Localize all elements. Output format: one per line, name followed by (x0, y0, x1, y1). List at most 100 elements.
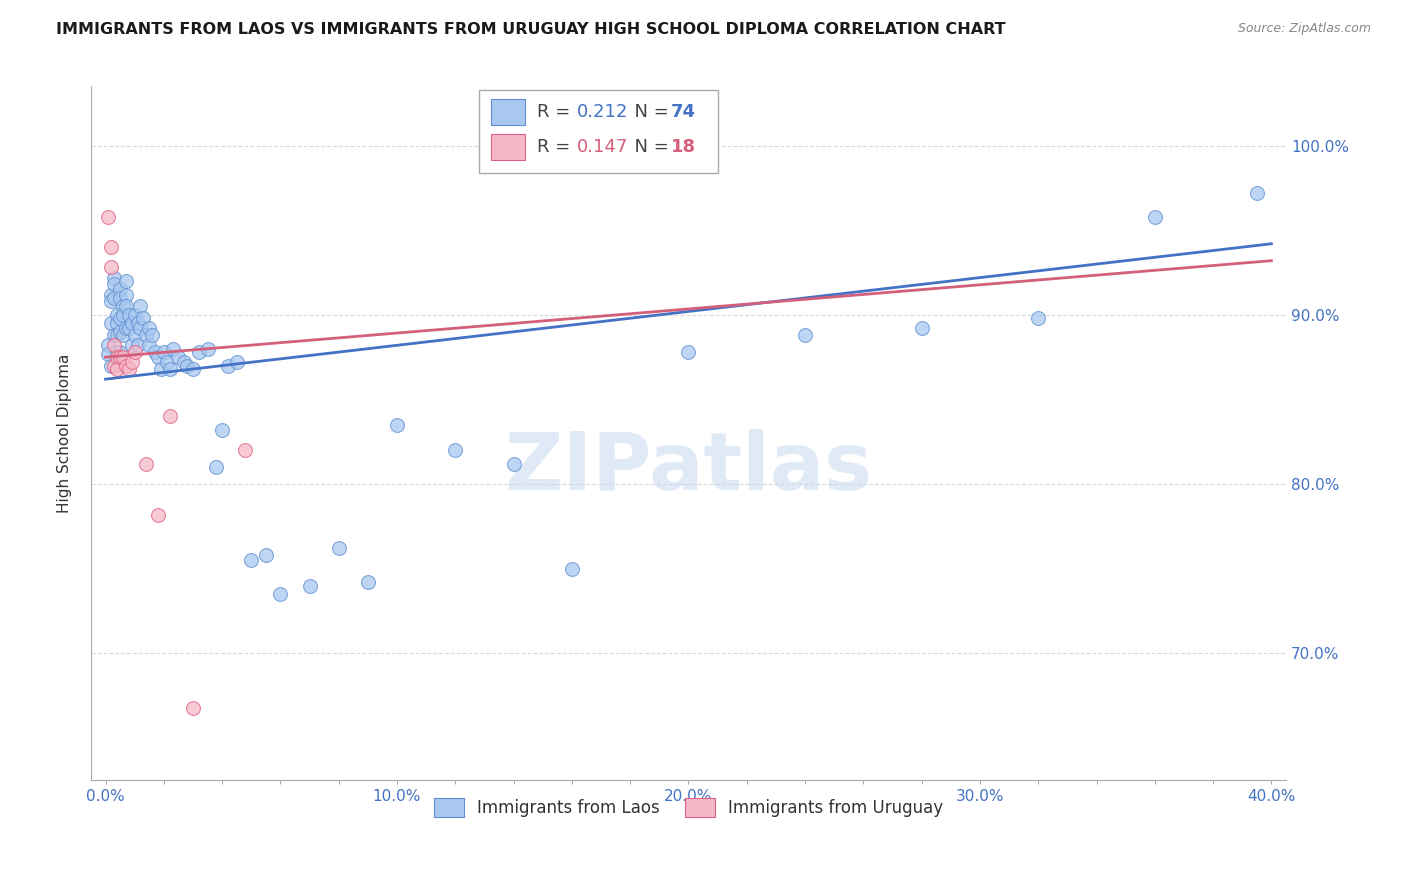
Point (235, 443, 257, 458)
Point (240, 553, 263, 567)
Point (103, 270, 125, 285)
Point (162, 342, 184, 356)
Point (118, 308, 141, 322)
Point (108, 291, 131, 305)
Point (118, 362, 141, 376)
Point (103, 328, 125, 343)
Text: ZIPatlas: ZIPatlas (505, 429, 873, 507)
Point (115, 321, 138, 335)
Point (129, 299, 152, 313)
Point (225, 355, 247, 369)
Point (156, 355, 179, 369)
Point (100, 240, 122, 254)
Point (269, 587, 291, 601)
Point (187, 345, 209, 359)
Point (108, 311, 131, 326)
Point (138, 338, 160, 352)
Point (173, 355, 195, 369)
Point (197, 342, 219, 356)
Point (111, 308, 134, 322)
Point (176, 359, 198, 373)
Point (138, 321, 160, 335)
Point (561, 562, 583, 576)
Point (124, 328, 146, 343)
Point (115, 299, 138, 313)
FancyBboxPatch shape (479, 90, 718, 173)
Point (678, 345, 700, 359)
Point (118, 321, 141, 335)
Point (328, 541, 350, 556)
Point (121, 355, 143, 369)
Point (108, 345, 131, 359)
Point (100, 359, 122, 373)
Point (100, 260, 122, 275)
Point (141, 328, 163, 343)
Point (105, 308, 128, 322)
Point (502, 457, 524, 471)
Text: N =: N = (623, 103, 675, 121)
Point (127, 316, 149, 330)
Point (129, 321, 152, 335)
Point (111, 350, 134, 364)
Point (135, 457, 157, 471)
Point (205, 460, 228, 475)
FancyBboxPatch shape (491, 134, 524, 160)
Point (115, 359, 138, 373)
Point (1143, 210, 1166, 224)
Point (143, 345, 166, 359)
Point (444, 443, 467, 458)
Point (105, 316, 128, 330)
Point (121, 338, 143, 352)
Point (1246, 186, 1268, 200)
Point (121, 316, 143, 330)
Point (146, 508, 169, 522)
Point (167, 350, 190, 364)
Point (124, 345, 146, 359)
Point (357, 575, 380, 590)
Point (105, 350, 128, 364)
Point (105, 328, 128, 343)
Point (100, 294, 122, 309)
Point (105, 345, 128, 359)
Text: Source: ZipAtlas.com: Source: ZipAtlas.com (1237, 22, 1371, 36)
Point (105, 362, 128, 376)
Point (149, 362, 172, 376)
Point (111, 328, 134, 343)
Point (103, 291, 125, 305)
Point (181, 700, 204, 714)
Text: 74: 74 (671, 103, 696, 121)
Point (103, 277, 125, 292)
Text: N =: N = (623, 137, 675, 156)
Text: R =: R = (537, 137, 575, 156)
FancyBboxPatch shape (491, 99, 524, 125)
Point (111, 299, 134, 313)
Point (132, 311, 155, 326)
Point (217, 359, 239, 373)
Point (103, 338, 125, 352)
Point (103, 359, 125, 373)
Point (97, 210, 120, 224)
Point (181, 362, 204, 376)
Point (159, 362, 181, 376)
Text: IMMIGRANTS FROM LAOS VS IMMIGRANTS FROM URUGUAY HIGH SCHOOL DIPLOMA CORRELATION : IMMIGRANTS FROM LAOS VS IMMIGRANTS FROM … (56, 22, 1005, 37)
Point (298, 579, 321, 593)
Point (135, 328, 157, 343)
Text: 18: 18 (671, 137, 696, 156)
Legend: Immigrants from Laos, Immigrants from Uruguay: Immigrants from Laos, Immigrants from Ur… (427, 791, 950, 824)
Point (794, 328, 817, 343)
Point (254, 548, 277, 562)
Point (1026, 311, 1049, 326)
Point (97, 347, 120, 361)
Point (152, 345, 174, 359)
Text: R =: R = (537, 103, 575, 121)
Point (124, 308, 146, 322)
Point (115, 287, 138, 301)
Point (910, 321, 932, 335)
Point (100, 287, 122, 301)
Point (385, 417, 408, 432)
Point (146, 350, 169, 364)
Point (97, 338, 120, 352)
Point (127, 338, 149, 352)
Point (159, 409, 181, 424)
Point (108, 350, 131, 364)
